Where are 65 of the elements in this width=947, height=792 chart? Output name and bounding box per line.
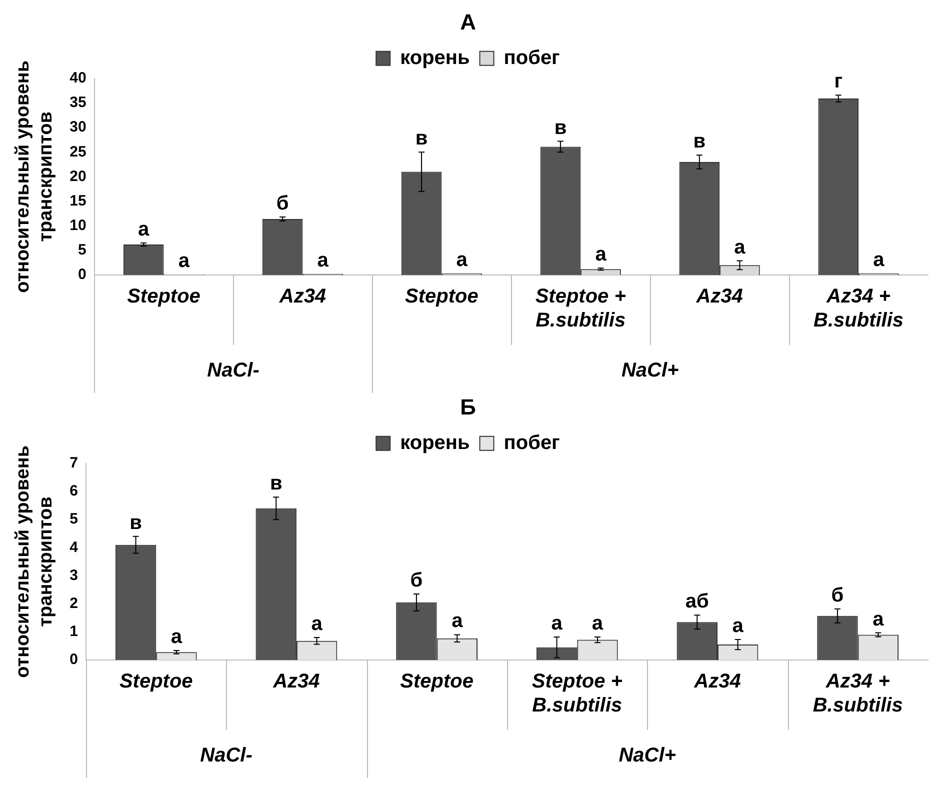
y-tick-label: 30 xyxy=(70,118,86,136)
legend-label: побег xyxy=(504,46,560,69)
chart-title: Б xyxy=(460,394,476,420)
data-label: в xyxy=(270,472,282,495)
x-tick-label: Steptoe + B.subtilis xyxy=(532,670,623,717)
x-tick-label: Az34 + B.subtilis xyxy=(814,286,904,332)
y-tick-label: 20 xyxy=(70,168,86,185)
chart-title: А xyxy=(460,9,476,34)
data-label: а xyxy=(551,612,564,634)
y-tick-label: 40 xyxy=(70,70,86,87)
data-label: аб xyxy=(685,590,709,613)
text: NaCl+ xyxy=(618,744,676,767)
y-axis-title: относительный уровень транскриптов xyxy=(12,445,56,678)
y-tick-label: 0 xyxy=(78,266,86,284)
x-tick-label: Az34 xyxy=(278,286,326,308)
y-axis-title: относительный уровень транскриптов xyxy=(12,60,56,293)
data-label: а xyxy=(311,613,324,636)
legend-label: корень xyxy=(400,432,470,454)
data-label: а xyxy=(595,244,608,266)
y-tick-label: 4 xyxy=(70,538,79,556)
data-label: а xyxy=(732,615,744,638)
y-tick-label: 10 xyxy=(70,216,86,234)
data-label: б xyxy=(410,570,423,592)
y-tick-label: 0 xyxy=(70,651,78,668)
x-tick-label: Steptoe + B.subtilis xyxy=(535,286,626,332)
y-tick-label: 35 xyxy=(70,94,86,112)
y-tick-label: 7 xyxy=(70,454,78,472)
data-label: а xyxy=(138,218,150,241)
x-tick-label: Steptoe xyxy=(127,286,200,308)
x-tick-label: Az34 xyxy=(693,670,741,693)
data-label: в xyxy=(415,128,428,150)
data-label: а xyxy=(170,626,183,648)
data-label: а xyxy=(592,612,604,634)
data-label: б xyxy=(831,584,844,606)
data-label: а xyxy=(873,249,886,272)
y-tick-label: 2 xyxy=(70,594,78,612)
x-tick-label: Steptoe xyxy=(404,286,478,308)
data-label: а xyxy=(452,610,464,632)
data-label: в xyxy=(693,130,706,153)
text: NaCl+ xyxy=(621,360,680,382)
data-label: а xyxy=(456,249,468,272)
data-label: г xyxy=(834,70,843,93)
x-tick-label: Steptoe xyxy=(400,670,474,693)
legend-label: побег xyxy=(504,432,560,454)
x-tick-label: Az34 + B.subtilis xyxy=(812,670,903,717)
y-tick-label: 1 xyxy=(70,623,78,640)
x-tick-label: Az34 xyxy=(695,286,743,308)
y-tick-label: 5 xyxy=(70,510,78,528)
x-tick-label: Steptoe xyxy=(119,670,193,693)
legend-label: корень xyxy=(400,46,470,69)
data-label: а xyxy=(178,250,190,272)
data-label: а xyxy=(317,250,330,272)
data-label: а xyxy=(734,236,746,258)
y-tick-label: 6 xyxy=(70,482,78,500)
y-tick-label: 25 xyxy=(70,143,86,160)
data-label: в xyxy=(130,512,142,534)
data-label: а xyxy=(872,608,885,630)
x-tick-label: Az34 xyxy=(272,670,320,693)
y-tick-label: 3 xyxy=(70,566,78,584)
data-label: б xyxy=(276,192,289,215)
text: NaCl- xyxy=(207,360,260,382)
text: NaCl- xyxy=(200,744,253,767)
y-tick-label: 15 xyxy=(70,192,86,210)
data-label: в xyxy=(554,116,567,139)
y-tick-label: 5 xyxy=(78,242,86,259)
